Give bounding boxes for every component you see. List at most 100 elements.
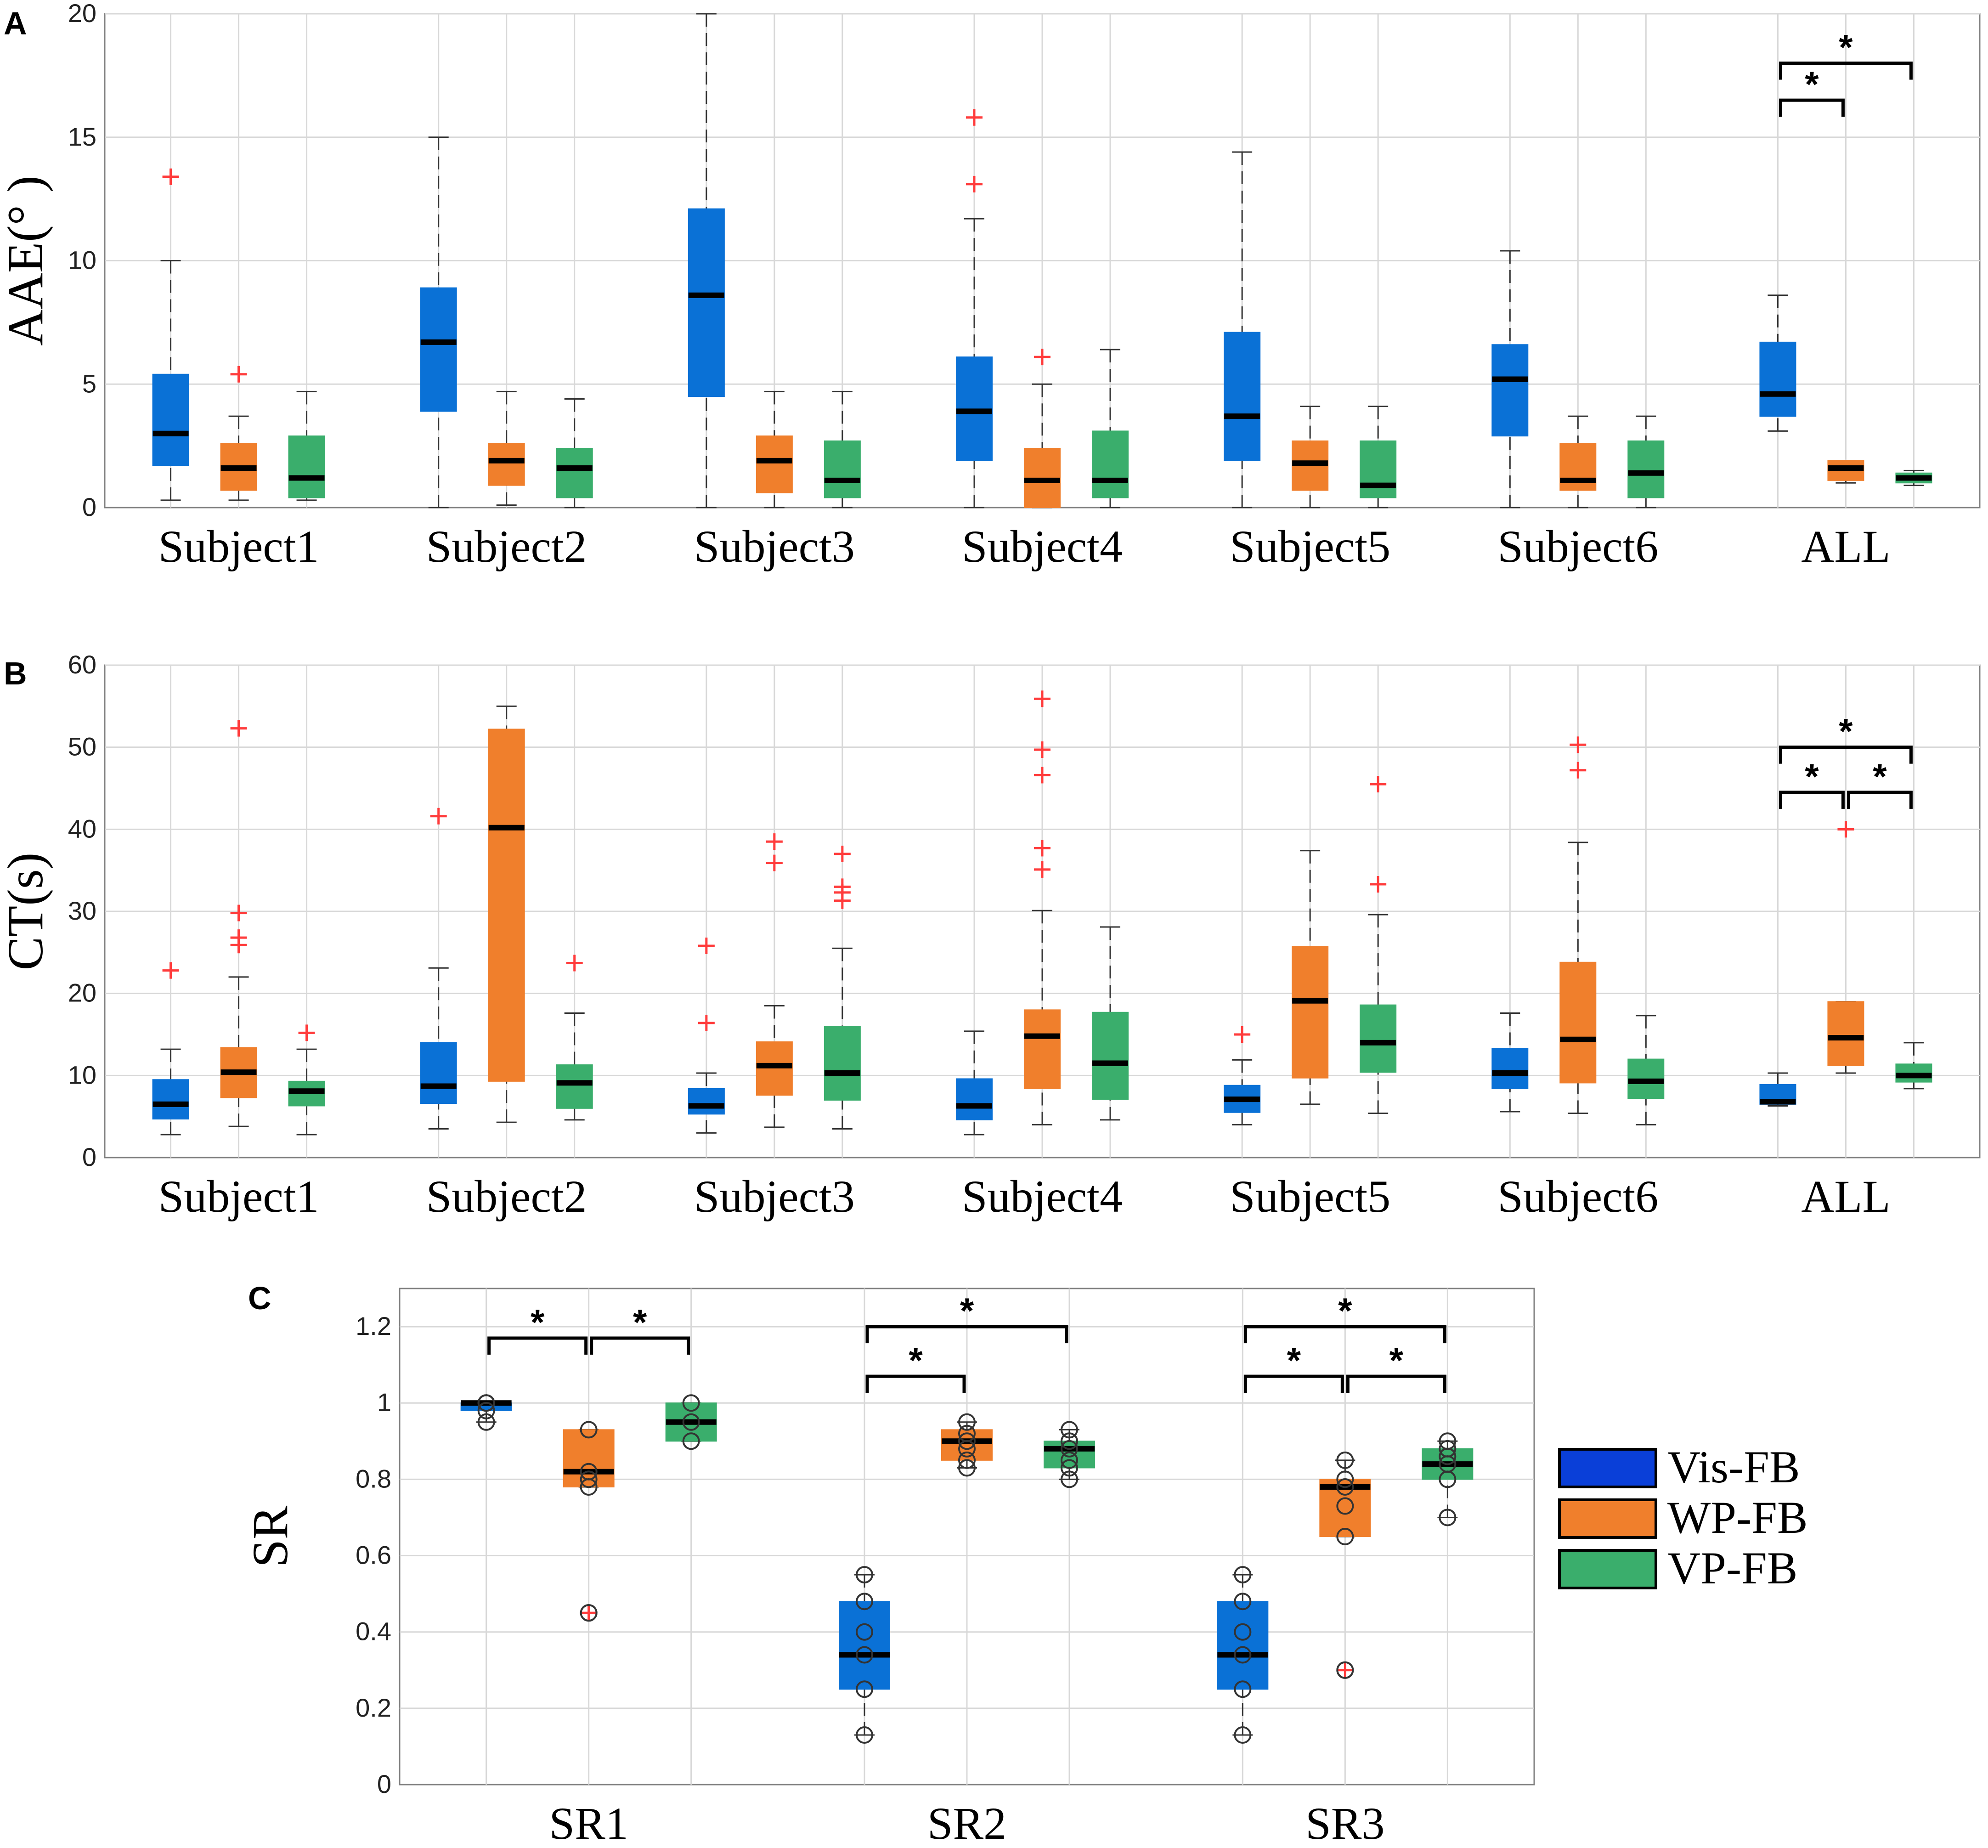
significance-star: * [1805,64,1819,104]
data-point [1234,1566,1252,1584]
panel-b-xtick-label: Subject4 [962,1171,1123,1222]
panel-a-xtick-label: Subject1 [158,521,319,572]
bracket-line [1243,1374,1344,1393]
panel-c-box-wp [563,1421,615,1622]
legend-swatch [1558,1498,1657,1539]
significance-star: * [633,1302,647,1342]
panel-c-box-vp [665,1394,717,1450]
bracket-line [1779,746,1913,764]
data-point [856,1680,873,1698]
panel-c-significance-bracket: * [865,1290,1068,1344]
panel-b-box-vis [152,962,189,1136]
panel-b-box-wp [1827,821,1864,1074]
panel-b-xtick-label: Subject5 [1230,1171,1390,1222]
outlier-marker [834,878,851,895]
data-point [1061,1470,1078,1488]
significance-star: * [1805,756,1819,797]
outlier-marker [1337,1662,1354,1678]
box-iqr [824,1026,861,1101]
panel-b-ytick-label: 0 [82,1142,96,1171]
panel-b-significance-bracket: * [1779,711,1913,764]
panel-a-box-wp [1827,460,1864,484]
data-point [477,1394,495,1412]
outlier-marker [1034,767,1050,784]
panel-c-ytick-label: 0.6 [356,1541,391,1570]
panel-b-box-vis [1491,1012,1529,1113]
panel-b-box-vp [1092,926,1129,1121]
panel-b-box-vp [824,845,861,1130]
panel-c-significance-bracket: * [590,1302,690,1355]
panel-c-ytick-label: 1.2 [356,1311,391,1340]
panel-c-xtick-label: SR1 [549,1798,628,1848]
panel-a-box-vis [688,13,725,509]
panel-b-xtick-label: Subject1 [158,1171,319,1222]
significance-star: * [1839,27,1853,68]
panel-c-significance-bracket: * [487,1302,588,1355]
panel-c-box-vp [1422,1432,1474,1526]
panel-a-box-vis [1491,250,1529,509]
panel-a-box-vp [556,398,593,509]
data-point [1439,1447,1457,1465]
bracket-line [1847,791,1913,809]
panel-b-xtick-label: Subject3 [694,1171,855,1222]
box-iqr [1559,961,1597,1084]
data-point [856,1593,873,1611]
data-point [1061,1451,1078,1469]
data-point [1061,1440,1078,1458]
legend-item-vis: Vis-FB [1558,1441,1800,1492]
outlier-marker [298,1024,315,1041]
bracket-line [590,1336,690,1355]
panel-label-b: B [4,656,27,691]
significance-star: * [1389,1340,1404,1380]
panel-b-xtick-label: ALL [1801,1171,1890,1222]
data-point [958,1413,976,1431]
panel-a-xtick-label: Subject2 [426,521,587,572]
panel-a-box-wp [488,390,525,506]
data-point [1234,1680,1252,1698]
panel-c-significance-bracket: * [1346,1340,1446,1393]
data-point [856,1566,873,1584]
panel-c-chart: 0 0.2 0.4 0.6 0.8 1 1.2 SR1 SR2 SR3 * * * * * * * SR [242,1288,1535,1848]
box-iqr [1559,443,1597,491]
data-point [1439,1470,1457,1488]
box-iqr [152,373,189,466]
panel-b-ytick-label: 20 [68,978,96,1007]
significance-star: * [909,1340,923,1380]
panel-a-box-vp [824,390,861,509]
panel-a-ytick-label: 10 [68,246,96,275]
panel-b-box-wp [756,833,793,1128]
box-iqr [1092,1012,1129,1100]
outlier-marker [1034,690,1050,707]
outlier-marker [162,962,179,979]
panel-b-box-vp [1360,776,1397,1114]
bracket-line [487,1336,588,1355]
box-iqr [1292,946,1329,1079]
panel-a-box-vp [1895,469,1932,486]
data-point [580,1421,598,1439]
box-iqr [1360,1004,1397,1073]
outlier-marker [1034,861,1050,878]
data-point [1336,1661,1354,1679]
panel-a-box-wp [1559,415,1597,509]
outlier-marker [834,845,851,862]
box-iqr [288,435,325,498]
data-point [1234,1593,1252,1611]
box-iqr [756,435,793,493]
panel-a-box-vis [956,109,993,509]
panel-b-ytick-label: 40 [68,814,96,843]
outlier-marker [1370,876,1387,893]
box-iqr [1491,344,1529,437]
significance-star: * [531,1302,545,1342]
data-point [1234,1623,1252,1641]
box-iqr [556,1064,593,1109]
data-point [1234,1646,1252,1664]
box-iqr [956,1078,993,1120]
significance-star: * [1338,1290,1352,1331]
panel-a-box-vis [1759,294,1796,432]
box-iqr [420,1042,457,1104]
box-iqr [488,729,525,1082]
outlier-marker [1570,736,1587,753]
panel-a-box-vis [1224,151,1261,509]
box-iqr [556,448,593,498]
panel-b-box-vis [420,808,457,1130]
